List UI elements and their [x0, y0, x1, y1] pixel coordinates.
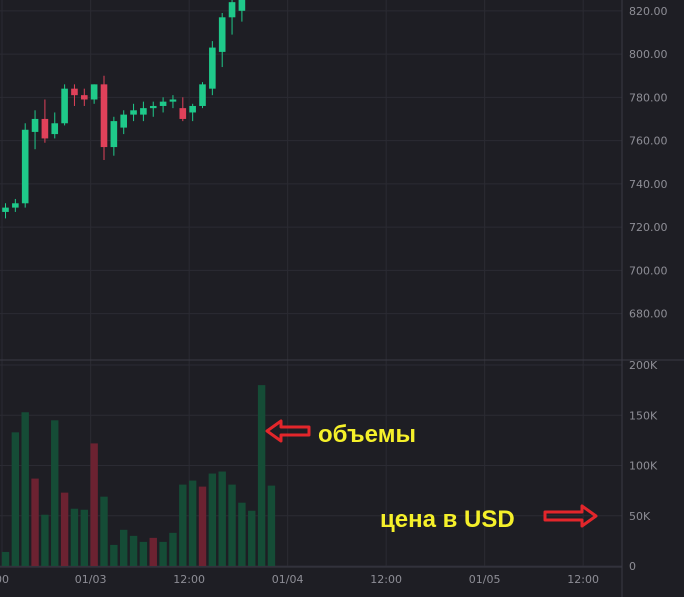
price-tick-label: 820.00 — [629, 5, 668, 18]
volume-bar — [198, 486, 207, 566]
price-tick-label: 680.00 — [629, 308, 668, 321]
candle-body — [100, 84, 108, 148]
volume-bar — [31, 478, 39, 566]
price-tick-label: 760.00 — [629, 135, 668, 148]
candle-body — [189, 105, 196, 113]
volume-bar — [149, 537, 157, 566]
volume-tick-label: 200K — [629, 359, 658, 372]
time-tick-label: 00 — [0, 573, 9, 586]
volume-bar — [257, 385, 266, 566]
volume-tick-label: 0 — [629, 560, 636, 573]
volume-bar — [188, 480, 197, 566]
volume-tick-label: 100K — [629, 460, 658, 473]
volume-bar — [11, 432, 20, 566]
right-arrow-icon — [543, 504, 598, 528]
volume-bar — [90, 443, 98, 566]
time-tick-label: 01/04 — [272, 573, 304, 586]
candle-body — [120, 114, 127, 128]
grid-lines — [0, 0, 622, 567]
volume-bar — [218, 471, 226, 566]
candle-body — [228, 2, 236, 18]
price-tick-label: 800.00 — [629, 48, 668, 61]
volume-bar — [238, 502, 246, 566]
candle-body — [61, 88, 68, 124]
volume-bar — [169, 532, 177, 566]
volume-bar — [51, 420, 59, 566]
volume-bar — [120, 529, 128, 566]
price-tick-label: 740.00 — [629, 178, 668, 191]
volume-bars — [1, 385, 276, 566]
volume-bar — [208, 473, 217, 566]
price-tick-label: 720.00 — [629, 221, 668, 234]
time-tick-label: 12:00 — [567, 573, 599, 586]
volume-bar — [100, 496, 108, 566]
candle-body — [140, 108, 147, 115]
candle-body — [12, 203, 19, 208]
price-annotation: цена в USD — [380, 506, 515, 533]
candle-body — [209, 47, 216, 89]
candle-body — [169, 99, 177, 102]
volume-bar — [60, 492, 69, 566]
volume-bar — [267, 485, 276, 566]
volume-bar — [70, 508, 79, 566]
candle-body — [130, 110, 137, 115]
candle-body — [218, 17, 226, 52]
volume-bar — [129, 535, 138, 566]
candle-body — [199, 84, 206, 106]
volume-tick-label: 50K — [629, 510, 651, 523]
candle-body — [238, 0, 246, 11]
candle-body — [149, 105, 157, 109]
volume-bar — [228, 484, 236, 566]
candle-body — [159, 101, 167, 106]
left-arrow-icon — [265, 419, 311, 443]
time-tick-label: 01/05 — [469, 573, 501, 586]
candle-body — [110, 121, 118, 148]
annotations: объемы цена в USD — [265, 419, 598, 533]
candle-body — [51, 123, 59, 135]
time-tick-label: 12:00 — [173, 573, 205, 586]
time-tick-label: 12:00 — [370, 573, 402, 586]
candle-body — [81, 95, 88, 100]
candle-body — [21, 129, 29, 204]
volume-bar — [159, 541, 167, 566]
price-tick-label: 780.00 — [629, 91, 668, 104]
volume-tick-label: 150K — [629, 409, 658, 422]
price-candles — [2, 0, 246, 219]
candle-body — [71, 88, 78, 96]
candle-body — [31, 118, 39, 132]
volumes-annotation: объемы — [318, 421, 416, 448]
candle-body — [2, 207, 9, 212]
candle-body — [179, 108, 187, 119]
volume-bar — [21, 412, 29, 566]
volume-bar — [179, 484, 187, 566]
volume-bar — [80, 509, 88, 566]
volume-bar — [1, 551, 10, 566]
price-tick-label: 700.00 — [629, 264, 668, 277]
candle-body — [41, 118, 49, 139]
volume-bar — [248, 510, 256, 566]
volume-bar — [139, 541, 148, 566]
candle-body — [90, 84, 98, 100]
volume-bar — [110, 544, 118, 566]
time-tick-label: 01/03 — [75, 573, 107, 586]
volume-bar — [41, 514, 49, 566]
